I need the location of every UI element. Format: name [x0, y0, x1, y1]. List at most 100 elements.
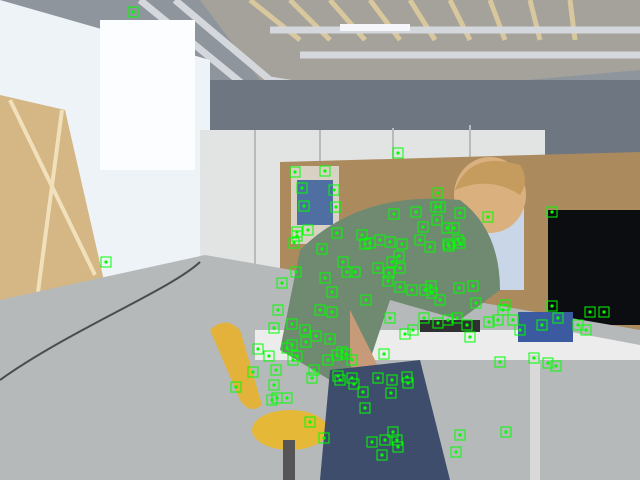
feature-marker [314, 304, 326, 316]
feature-marker [348, 378, 360, 390]
feature-marker [366, 436, 378, 448]
feature-marker [425, 280, 437, 292]
feature-marker [442, 238, 454, 250]
person-hair [455, 160, 525, 195]
feature-marker [341, 266, 353, 278]
feature-marker [414, 234, 426, 246]
feature-marker [407, 324, 419, 336]
feature-marker [331, 227, 343, 239]
feature-marker [410, 206, 422, 218]
feature-marker [392, 147, 404, 159]
feature-marker [288, 237, 300, 249]
feature-marker [448, 222, 460, 234]
feature-marker [337, 256, 349, 268]
feature-marker [300, 336, 312, 348]
feature-marker [550, 360, 562, 372]
feature-marker [287, 354, 299, 366]
feature-marker [378, 348, 390, 360]
feature-marker [100, 256, 112, 268]
feature-marker [528, 352, 540, 364]
feature-marker [328, 184, 340, 196]
feature-marker [310, 330, 322, 342]
plywood-frame [8, 99, 97, 293]
feature-marker [598, 306, 610, 318]
feature-marker [399, 328, 411, 340]
feature-marker [432, 317, 444, 329]
feature-marker [392, 441, 404, 453]
feature-marker [319, 272, 331, 284]
feature-marker [286, 318, 298, 330]
feature-marker [334, 374, 346, 386]
feature-marker [387, 426, 399, 438]
ceiling-light [340, 24, 410, 31]
feature-marker [419, 284, 431, 296]
feature-marker [388, 208, 400, 220]
feature-marker [306, 372, 318, 384]
feature-marker [482, 211, 494, 223]
feature-marker [432, 187, 444, 199]
feature-marker [584, 306, 596, 318]
feature-marker [330, 201, 342, 213]
feature-marker [379, 434, 391, 446]
feature-marker [281, 392, 293, 404]
feature-marker [364, 237, 376, 249]
feature-marker [441, 222, 453, 234]
feature-marker [319, 165, 331, 177]
feature-marker [291, 230, 303, 242]
feature-marker [434, 201, 446, 213]
feature-marker [263, 350, 275, 362]
feature-marker [396, 238, 408, 250]
feature-marker [434, 294, 446, 306]
feature-marker [359, 402, 371, 414]
feature-marker [382, 275, 394, 287]
feature-marker [360, 294, 372, 306]
feature-marker [326, 286, 338, 298]
feature-marker [499, 299, 511, 311]
feature-marker [467, 280, 479, 292]
feature-marker [384, 236, 396, 248]
feature-marker [356, 229, 368, 241]
feature-marker [470, 297, 482, 309]
feature-marker [483, 316, 495, 328]
feature-marker [391, 434, 403, 446]
feature-marker [298, 200, 310, 212]
feature-marker [454, 207, 466, 219]
feature-marker [507, 314, 519, 326]
feature-marker [385, 387, 397, 399]
feature-marker [349, 266, 361, 278]
feature-marker [296, 182, 308, 194]
feature-marker [572, 319, 584, 331]
feature-marker [542, 357, 554, 369]
feature-marker [384, 312, 396, 324]
feature-marker [406, 284, 418, 296]
ceiling-beams [200, 0, 640, 95]
feature-marker [454, 237, 466, 249]
feature-marker [426, 287, 438, 299]
feature-marker [372, 372, 384, 384]
feature-marker [247, 366, 259, 378]
feature-marker [266, 394, 278, 406]
feature-marker [386, 256, 398, 268]
feature-marker [536, 319, 548, 331]
feature-marker [454, 429, 466, 441]
feature-marker [304, 416, 316, 428]
chair-back [210, 322, 262, 409]
feature-marker [494, 356, 506, 368]
feature-marker [302, 224, 314, 236]
feature-marker [451, 312, 463, 324]
feature-marker [552, 312, 564, 324]
feature-marker [402, 377, 414, 389]
feature-marker [546, 206, 558, 218]
feature-marker [268, 322, 280, 334]
feature-marker [127, 6, 139, 18]
feature-marker [417, 221, 429, 233]
feature-marker [464, 331, 476, 343]
feature-marker [461, 319, 473, 331]
feature-marker [424, 241, 436, 253]
window-light [100, 20, 195, 170]
feature-marker [394, 281, 406, 293]
keyboard [420, 320, 480, 332]
books [518, 312, 573, 342]
person-legs [320, 360, 450, 480]
